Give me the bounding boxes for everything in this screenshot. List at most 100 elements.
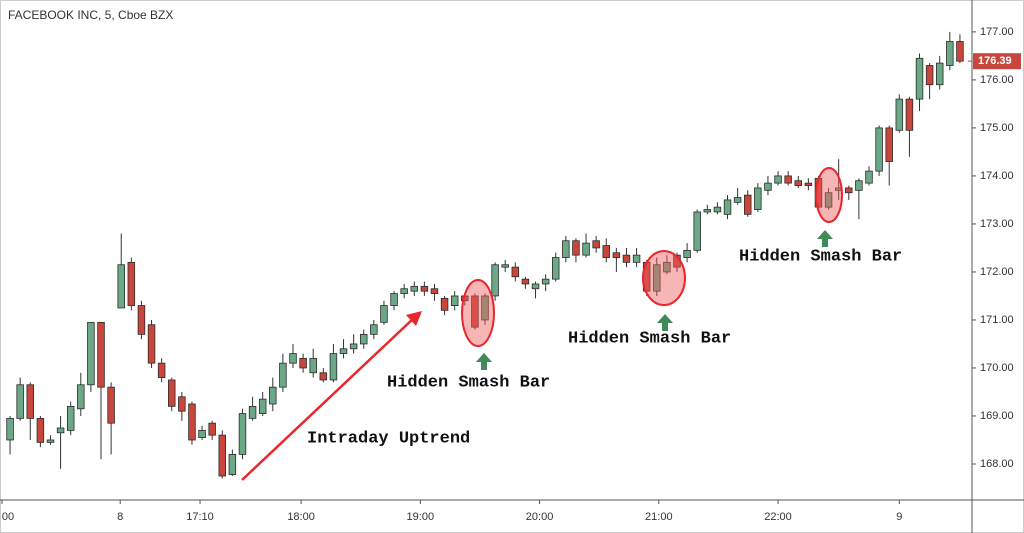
candle-body (491, 264, 499, 297)
candle-body (16, 384, 24, 419)
candle-body (743, 194, 752, 215)
last-price-box (973, 53, 1021, 70)
x-tick-label: 17:10 (186, 511, 214, 523)
x-tick-label: 20:00 (526, 511, 554, 523)
candle-body (410, 285, 418, 292)
candle-body (855, 180, 863, 191)
candle-body (683, 249, 691, 258)
x-tick-label: 00 (2, 511, 14, 523)
candle-body (147, 324, 156, 364)
candle-body (339, 348, 348, 354)
highlight (461, 279, 495, 347)
x-tick-label: 21:00 (645, 511, 673, 523)
candle-body (946, 41, 954, 66)
candle-body (925, 65, 934, 86)
candle-body (582, 242, 590, 256)
candle-body (511, 266, 520, 278)
candle-body (380, 305, 388, 323)
candle-body (450, 295, 459, 306)
x-tick-label: 18:00 (287, 511, 315, 523)
candle-body (956, 41, 964, 62)
candle-body (198, 429, 206, 438)
candle-body (360, 333, 368, 345)
candle-body (521, 278, 530, 285)
candle-body (329, 353, 338, 381)
candle-body (824, 192, 833, 208)
annotation: Hidden Smash Bar (568, 329, 731, 348)
chart-title: FACEBOOK INC, 5, Cboe BZX (8, 8, 173, 22)
candle-body (905, 98, 914, 131)
highlight (642, 250, 686, 306)
last-price-label: 176.39 (978, 55, 1012, 67)
candle-body (602, 245, 610, 258)
y-tick-label: 168.00 (980, 458, 1014, 470)
candle-body (703, 209, 712, 213)
candle-body (622, 254, 631, 263)
candle-body (127, 261, 136, 306)
candle-body (501, 264, 509, 268)
y-tick-label: 171.00 (980, 314, 1014, 326)
candle-body (865, 170, 873, 184)
candle-body (390, 293, 398, 306)
candle-body (612, 252, 621, 258)
candle-body (238, 413, 247, 455)
candle-body (228, 453, 237, 475)
annotation: Intraday Uptrend (307, 429, 470, 448)
candle-body (915, 57, 924, 100)
candle-body (875, 127, 883, 172)
candle-body (157, 362, 166, 378)
up-arrow (476, 353, 492, 370)
candle-body (319, 372, 328, 381)
candle-body (269, 386, 277, 405)
annotation: Hidden Smash Bar (387, 373, 550, 392)
candle-body (258, 398, 267, 414)
candle-body (794, 180, 802, 186)
y-tick-label: 174.00 (980, 170, 1014, 182)
candle-body (572, 240, 580, 256)
candle-body (6, 417, 14, 441)
highlight (815, 167, 843, 223)
y-tick-label: 176.00 (980, 74, 1014, 86)
y-tick-label: 177.00 (980, 26, 1014, 38)
candle-body (440, 297, 449, 311)
candle-body (279, 362, 287, 388)
candle-body (693, 211, 701, 251)
candle-body (309, 357, 317, 374)
candle-body (531, 283, 540, 290)
candle-body (784, 175, 792, 184)
candle-body (723, 199, 732, 215)
trend-arrow-head (406, 311, 422, 326)
candle-body (733, 197, 742, 203)
candle-body (713, 206, 722, 213)
candle-body (248, 405, 257, 419)
candle-body (764, 182, 772, 191)
candle-body (935, 62, 944, 86)
candle-body (562, 240, 570, 258)
y-tick-label: 173.00 (980, 218, 1014, 230)
annotation: Hidden Smash Bar (739, 247, 902, 266)
candle-body (117, 264, 125, 309)
candle-body (97, 321, 105, 388)
up-arrow (817, 230, 833, 247)
candle-body (400, 288, 408, 294)
candle-body (653, 264, 661, 292)
y-tick-label: 169.00 (980, 410, 1014, 422)
candle-body (36, 417, 45, 443)
candle-body (168, 379, 176, 407)
x-tick-label: 9 (896, 511, 902, 523)
candle-body (632, 254, 641, 263)
candle-body (541, 278, 550, 285)
candle-body (349, 343, 358, 350)
candle-body (804, 182, 813, 186)
candle-body (208, 422, 216, 436)
plot-area (6, 31, 964, 479)
candle-body (885, 127, 893, 162)
up-arrow (657, 314, 673, 331)
candle-body (663, 261, 671, 273)
candle-body (430, 288, 439, 294)
candle-body (552, 257, 560, 280)
candle-body (845, 187, 853, 194)
x-tick-label: 19:00 (407, 511, 435, 523)
